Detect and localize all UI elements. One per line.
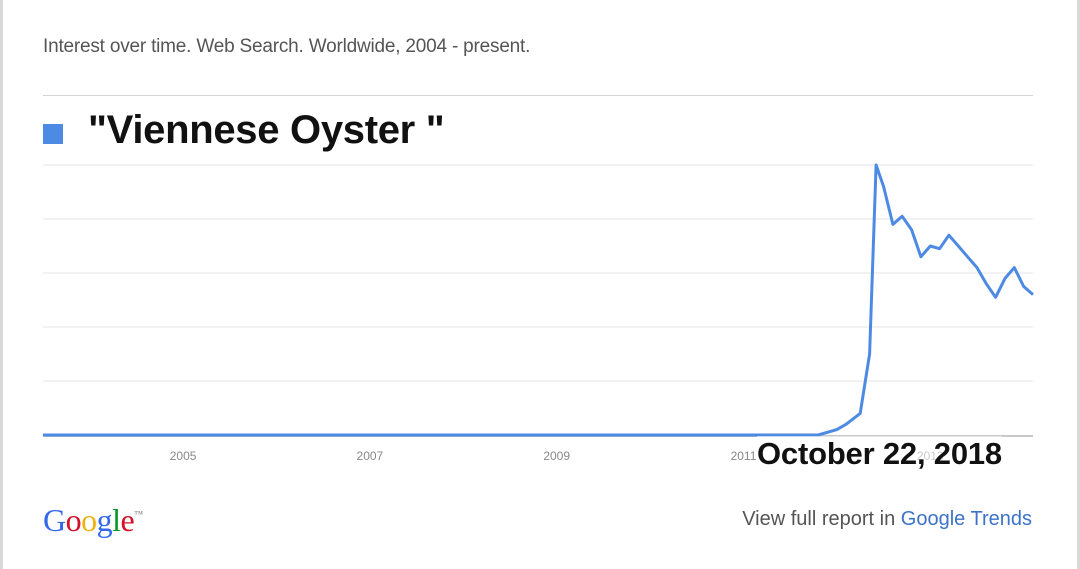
- legend-swatch: [43, 124, 63, 144]
- logo-letter: o: [81, 502, 97, 538]
- series-line: [43, 163, 1034, 437]
- x-tick-label: 2007: [357, 449, 384, 463]
- google-trends-link[interactable]: Google Trends: [900, 508, 1032, 530]
- logo-letter: l: [112, 502, 121, 538]
- full-report-link[interactable]: View full report in Google Trends: [742, 508, 1032, 531]
- x-tick-label: 2011: [731, 449, 757, 463]
- x-tick-label: 2009: [543, 449, 570, 463]
- legend-label: "Viennese Oyster ": [88, 107, 445, 152]
- divider: [43, 95, 1033, 96]
- date-overlay: October 22, 2018: [757, 436, 1002, 472]
- chart-subtitle: Interest over time. Web Search. Worldwid…: [43, 36, 531, 57]
- x-tick-label: 2005: [170, 449, 197, 463]
- report-prefix: View full report in: [742, 508, 901, 530]
- logo-letter: G: [43, 502, 66, 538]
- logo-letter: e: [120, 502, 135, 538]
- logo-tm: ™: [134, 509, 143, 519]
- grid-lines: [43, 164, 1033, 382]
- logo-letters: Google: [43, 502, 135, 538]
- legend: "Viennese Oyster ": [43, 105, 445, 155]
- google-logo: Google™: [43, 502, 143, 539]
- series-layer: [43, 163, 1034, 437]
- logo-letter: o: [65, 502, 82, 538]
- logo-letter: g: [96, 502, 113, 538]
